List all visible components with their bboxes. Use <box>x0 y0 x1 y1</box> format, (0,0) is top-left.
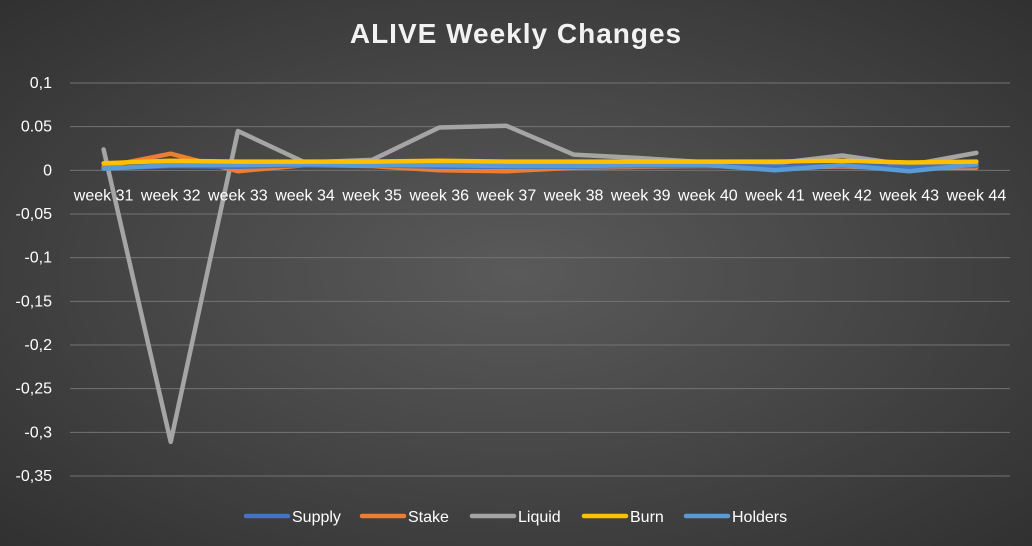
series-line-liquid <box>101 123 979 445</box>
y-tick-label: 0.05 <box>21 119 52 136</box>
x-tick-label: week 42 <box>811 187 872 204</box>
x-tick-label: week 33 <box>207 187 268 204</box>
y-tick-label: 0,1 <box>30 75 52 92</box>
x-tick-label: week 41 <box>744 187 805 204</box>
legend-item-stake: Stake <box>359 509 449 526</box>
x-tick-label: week 43 <box>878 187 939 204</box>
x-tick-label: week 36 <box>408 187 469 204</box>
legend-item-supply: Supply <box>243 509 341 526</box>
x-tick-label: week 38 <box>543 187 604 204</box>
y-tick-label: -0,35 <box>16 468 53 485</box>
y-tick-label: -0,3 <box>24 424 52 441</box>
y-tick-label: -0,2 <box>24 337 52 354</box>
x-tick-label: week 44 <box>946 187 1007 204</box>
legend-label: Supply <box>292 509 341 526</box>
legend-label: Burn <box>630 509 664 526</box>
x-axis: week 31 week 32 week 33 week 34 week 35 week … <box>73 187 1007 204</box>
y-axis: 0,1 0.05 0 -0,05 -0,1 -0,15 -0,2 -0,25 -0,3 -0,35 <box>16 75 53 485</box>
y-tick-label: -0,05 <box>16 206 53 223</box>
series-line-holders <box>101 161 979 174</box>
y-tick-label: 0 <box>43 162 52 179</box>
series-line-burn <box>101 158 979 166</box>
x-tick-label: week 40 <box>677 187 738 204</box>
legend-label: Liquid <box>518 509 561 526</box>
legend-label: Stake <box>408 509 449 526</box>
x-tick-label: week 31 <box>73 187 134 204</box>
legend-label: Holders <box>732 509 787 526</box>
legend-item-holders: Holders <box>683 509 787 526</box>
legend-item-liquid: Liquid <box>469 509 561 526</box>
legend-item-burn: Burn <box>581 509 664 526</box>
x-tick-label: week 37 <box>476 187 537 204</box>
x-tick-label: week 32 <box>140 187 201 204</box>
x-tick-label: week 35 <box>341 187 402 204</box>
y-tick-label: -0,15 <box>16 293 53 310</box>
x-tick-label: week 39 <box>610 187 671 204</box>
x-tick-label: week 34 <box>274 187 335 204</box>
y-tick-label: -0,1 <box>24 250 52 267</box>
legend: Supply Stake Liquid Burn Holders <box>243 509 787 526</box>
y-tick-label: -0,25 <box>16 381 53 398</box>
chart-title: ALIVE Weekly Changes <box>349 18 683 49</box>
series-lines <box>101 123 979 445</box>
